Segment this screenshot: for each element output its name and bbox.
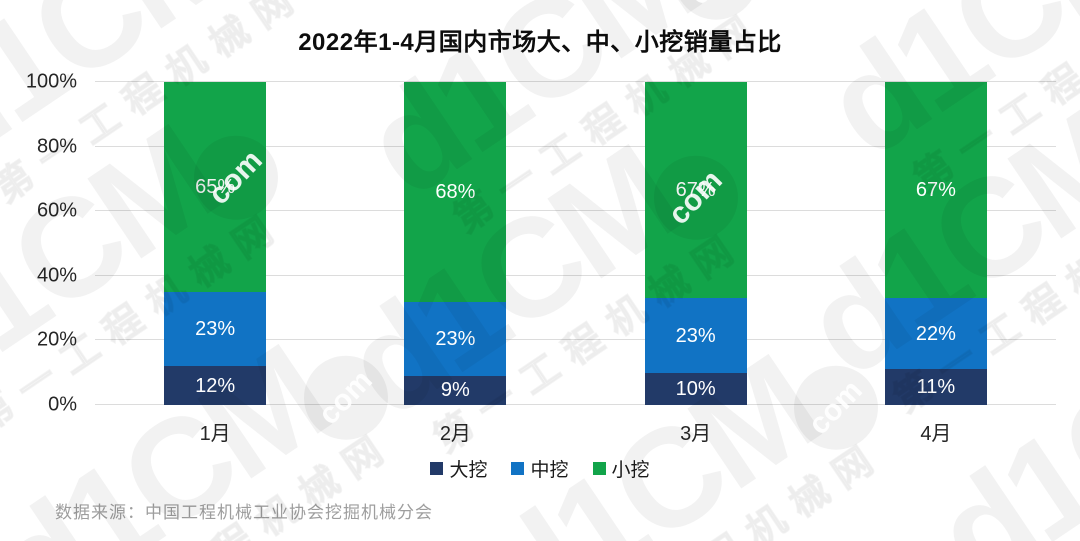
bar-segment: 9% [404,375,507,405]
legend-item: 小挖 [592,455,650,482]
bar-segment: 67% [884,82,987,299]
x-axis: 1月 2月 3月 4月 [95,417,1056,447]
bar-segment-label: 65% [195,176,236,198]
bar-stack: 12% 23% 65% [164,82,267,405]
bar-stack: 10% 23% 67% [644,82,747,405]
legend-label: 中挖 [530,460,569,481]
chart-title: 2022年1-4月国内市场大、中、小挖销量占比 [298,29,782,56]
bar-stack: 9% 23% 68% [404,82,507,405]
bar-segment: 65% [164,82,267,292]
gridline [95,81,1056,82]
bar-segment-label: 9% [440,379,470,402]
legend-swatch [592,462,606,475]
bar-segment-label: 23% [195,318,236,341]
y-axis-tick-label: 80% [36,135,77,158]
legend-item: 中挖 [511,455,569,482]
bar-segment: 23% [164,291,267,367]
bar-column: 12% 23% 65% [95,82,335,405]
bar-segment: 22% [884,298,987,370]
bar-segment-label: 67% [675,179,716,202]
legend-swatch [430,462,444,475]
bar-segment-label: 23% [675,324,716,347]
bar-segment: 12% [164,366,267,405]
legend-swatch [511,462,525,475]
plot-area: 12% 23% 65% 9% 23% 68% 10% 23% 67% 11% 22% 67% [95,81,1056,405]
bar-stack: 11% 22% 67% [884,82,987,405]
legend-item: 大挖 [430,455,487,482]
gridline [95,404,1056,405]
bar-segment-label: 67% [915,179,956,202]
source-note: 数据来源：中国工程机械工业协会挖掘机械分会 [55,503,433,522]
y-axis-tick-label: 0% [48,393,77,416]
bar-segment: 23% [404,301,507,376]
bar-segment: 23% [644,298,747,373]
bar-segment: 10% [644,372,747,405]
bar-segment-label: 11% [916,376,956,399]
watermark-com-text: com [682,0,749,12]
legend-label: 小挖 [611,460,650,481]
x-axis-tick-label: 1月 [199,423,231,445]
gridline [95,210,1056,212]
bar-segment: 11% [884,369,987,405]
x-axis-tick-label: 3月 [680,423,712,445]
y-axis-tick-label: 100% [25,70,77,93]
bars-row: 12% 23% 65% 9% 23% 68% 10% 23% 67% 11% 22% 67% [95,82,1056,405]
legend-label: 大挖 [449,460,488,481]
bar-segment: 68% [404,82,507,302]
bar-segment-label: 10% [675,377,716,400]
watermark-com-circle: com [197,0,314,7]
x-axis-tick-label: 4月 [920,423,952,445]
bar-segment: 67% [644,82,747,299]
legend: 大挖 中挖 小挖 [0,455,1080,482]
gridline [95,145,1056,147]
bar-segment-label: 68% [435,180,476,203]
y-axis-tick-label: 40% [36,264,77,287]
y-axis-tick-label: 20% [36,328,77,351]
bar-column: 10% 23% 67% [576,82,816,405]
bar-segment-label: 23% [435,327,476,350]
gridline [95,274,1056,276]
bar-segment-label: 12% [195,374,236,397]
y-axis: 0% 20% 40% 60% 80% 100% [0,71,85,416]
bar-column: 11% 22% 67% [816,82,1056,405]
bar-column: 9% 23% 68% [335,82,575,405]
gridline [95,339,1056,341]
bar-segment-label: 22% [915,322,956,345]
x-axis-tick-label: 2月 [439,423,471,445]
y-axis-tick-label: 60% [36,199,77,222]
